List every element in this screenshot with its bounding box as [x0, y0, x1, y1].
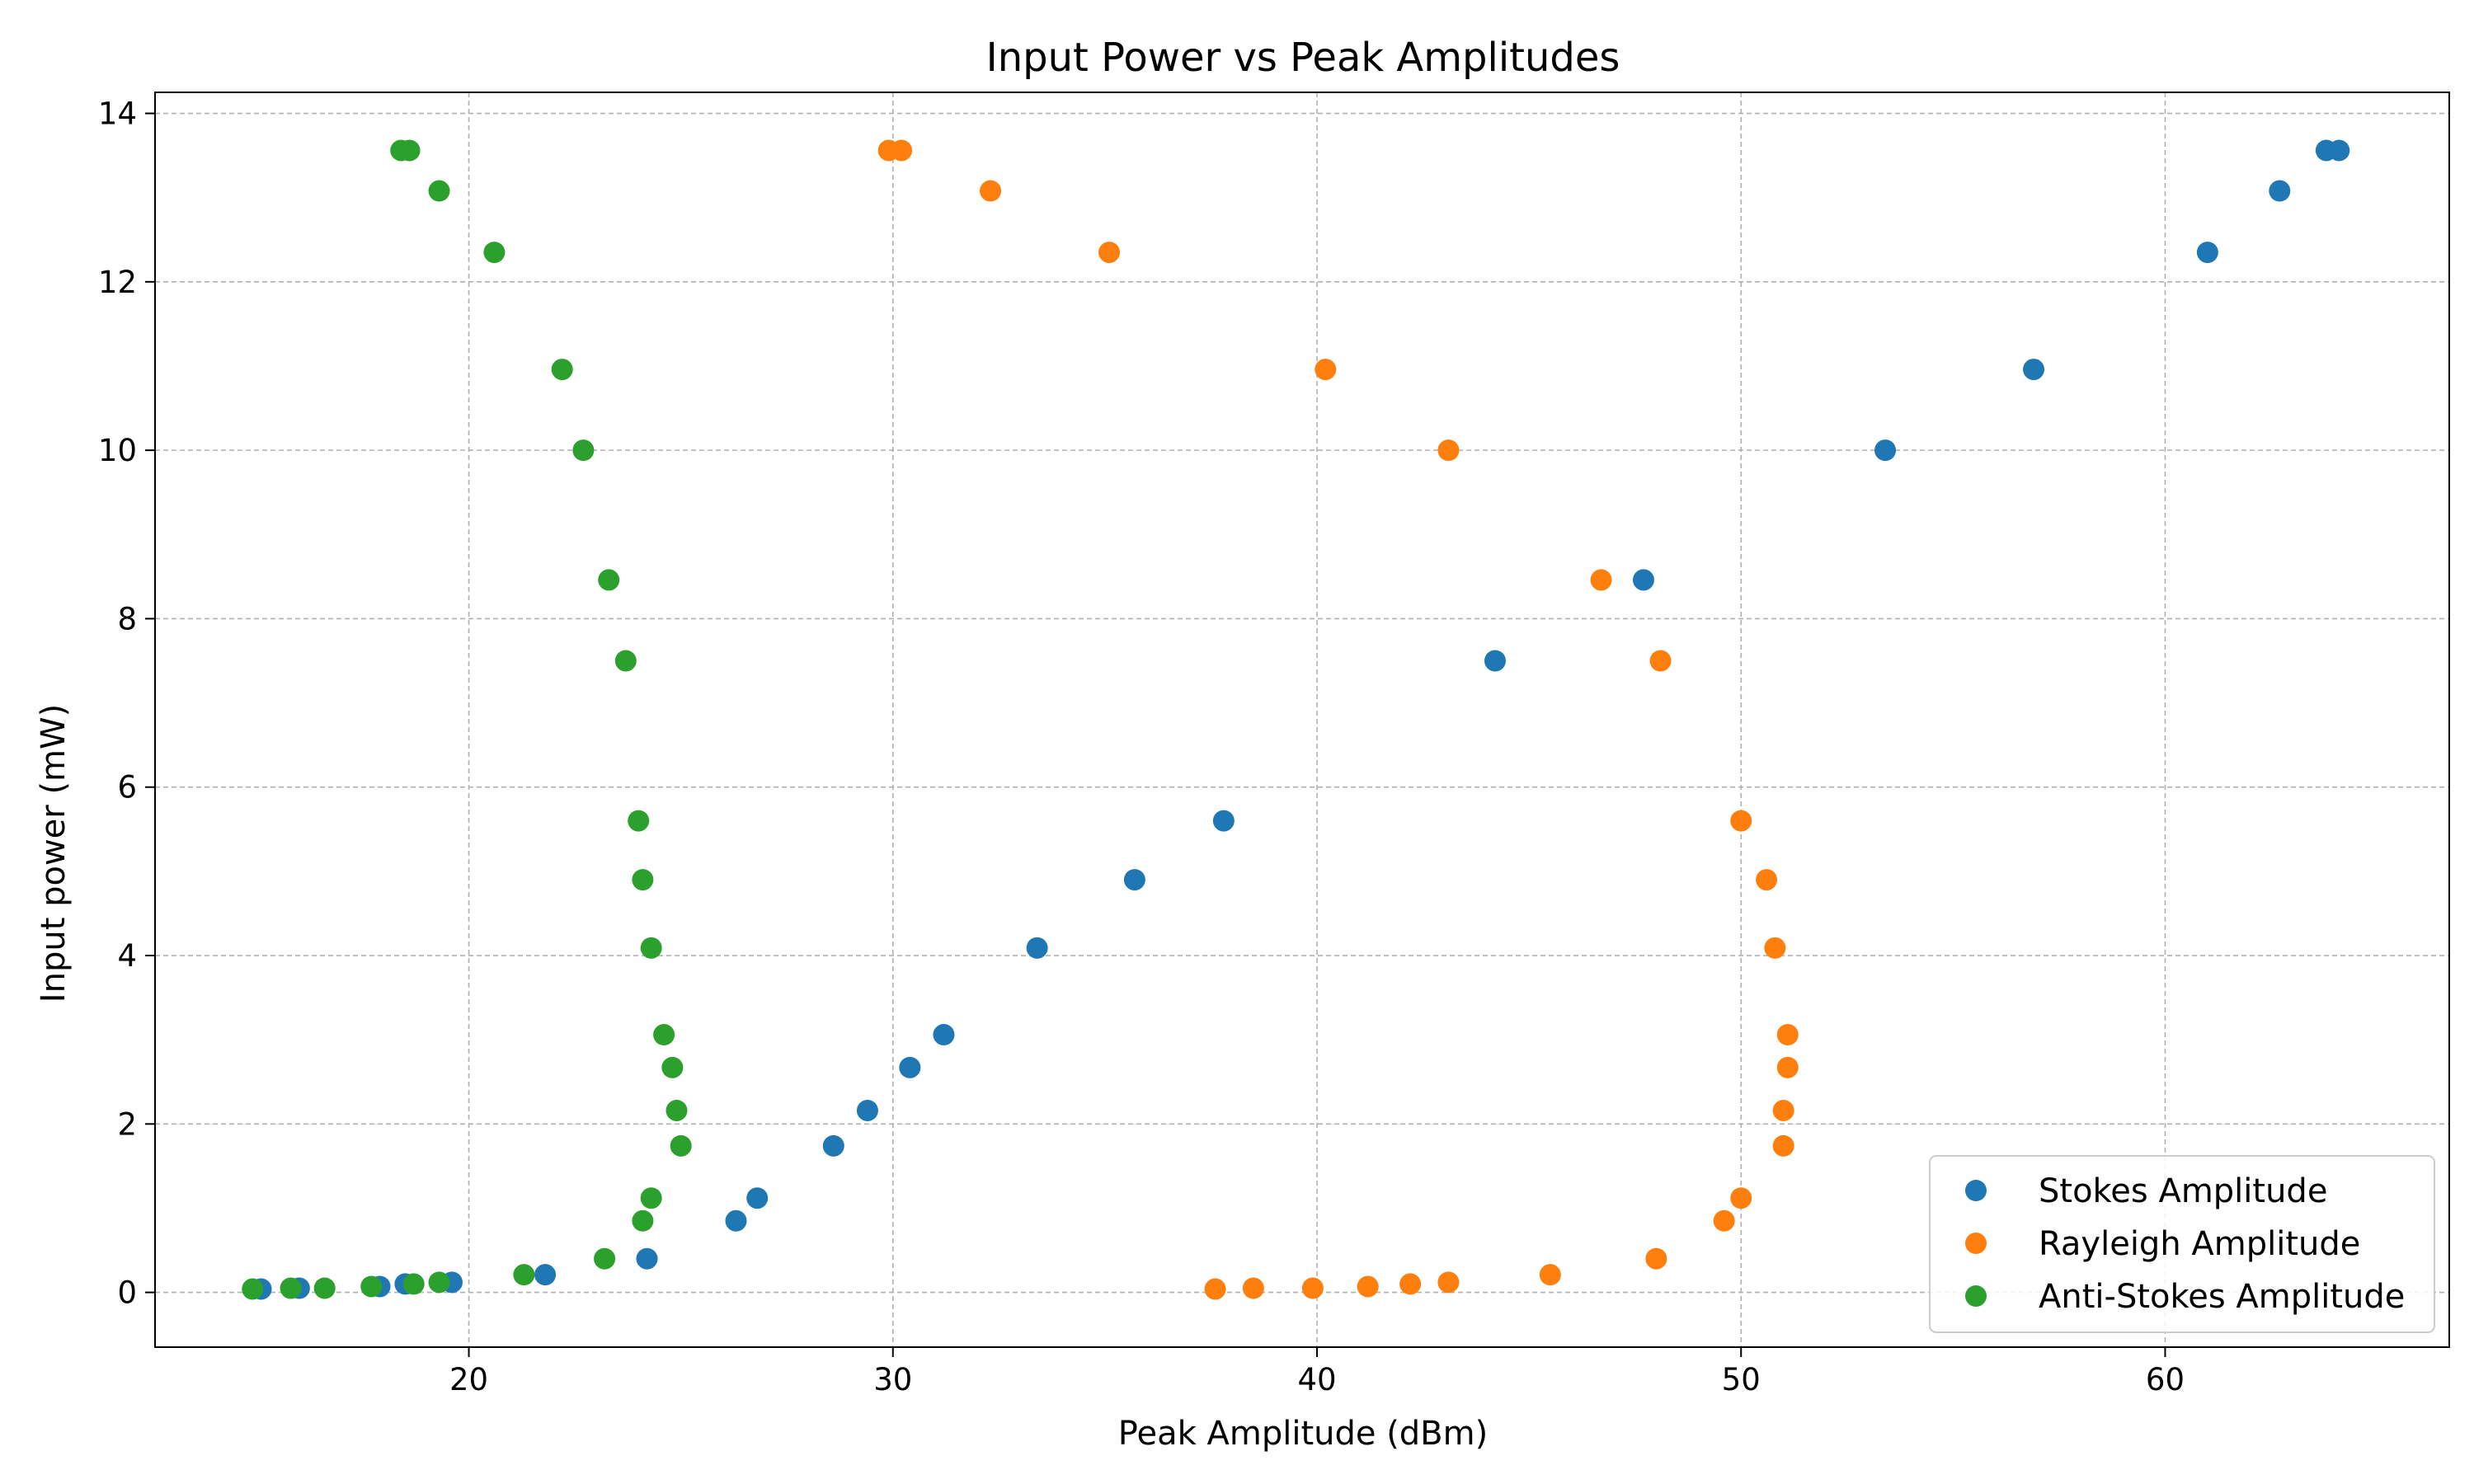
data-point: [1204, 1278, 1226, 1300]
legend-label: Anti-Stokes Amplitude: [2039, 1278, 2405, 1316]
data-point: [242, 1278, 264, 1300]
data-point: [1645, 1247, 1667, 1270]
data-point: [1484, 650, 1506, 672]
data-point: [1590, 569, 1612, 591]
data-point: [428, 1271, 450, 1294]
data-point: [1730, 1187, 1752, 1209]
data-point: [483, 242, 506, 264]
data-point: [628, 810, 650, 832]
data-point: [980, 180, 1002, 202]
data-point: [746, 1187, 769, 1209]
data-point: [398, 139, 421, 162]
data-point: [1301, 1277, 1324, 1299]
x-tick-label: 40: [1297, 1362, 1336, 1397]
data-point: [1764, 937, 1786, 959]
data-point: [551, 359, 573, 381]
chart-title: Input Power vs Peak Amplitudes: [986, 35, 1620, 81]
plot-frame: [154, 92, 2450, 1348]
data-point: [1123, 869, 1145, 891]
grid-lines: [155, 92, 2449, 1347]
data-point: [661, 1056, 684, 1078]
data-point: [670, 1134, 692, 1157]
data-point: [636, 1247, 658, 1270]
x-tick-label: 20: [449, 1362, 488, 1397]
data-point: [640, 937, 662, 959]
y-axis-label: Input power (mW): [35, 704, 73, 1003]
data-point: [1315, 359, 1337, 381]
data-point: [402, 1273, 425, 1295]
data-point: [1539, 1264, 1561, 1286]
data-point: [534, 1264, 557, 1286]
data-point: [822, 1134, 844, 1157]
data-point: [2196, 242, 2218, 264]
y-tick-label: 12: [98, 265, 137, 300]
data-point: [653, 1024, 675, 1046]
y-tick-label: 14: [98, 96, 137, 132]
data-point: [1632, 569, 1654, 591]
data-point: [1713, 1209, 1735, 1232]
data-point: [1730, 810, 1752, 832]
data-point: [1776, 1024, 1799, 1046]
data-point: [428, 180, 450, 202]
legend-label: Stokes Amplitude: [2039, 1172, 2327, 1210]
legend-label: Rayleigh Amplitude: [2039, 1225, 2360, 1263]
x-tick-label: 30: [873, 1362, 912, 1397]
y-tick-label: 6: [117, 770, 137, 805]
data-point: [360, 1275, 383, 1298]
legend-marker: [1965, 1180, 1987, 1201]
data-point: [2023, 359, 2045, 381]
y-tick-label: 10: [98, 433, 137, 468]
data-point: [313, 1277, 336, 1299]
data-point: [1098, 242, 1121, 264]
y-tick-label: 2: [117, 1106, 137, 1142]
data-point: [1357, 1275, 1379, 1298]
data-point: [1242, 1277, 1264, 1299]
data-point: [1776, 1056, 1799, 1078]
data-point: [1874, 439, 1897, 462]
data-point: [594, 1247, 616, 1270]
data-point: [632, 1209, 654, 1232]
series-rayleigh-amplitude: [877, 139, 1799, 1300]
x-axis-label: Peak Amplitude (dBm): [1118, 1415, 1488, 1453]
x-tick-label: 50: [1722, 1362, 1761, 1397]
data-point: [1437, 1271, 1460, 1294]
data-point: [1756, 869, 1778, 891]
legend-box: [1929, 1155, 2435, 1333]
data-point: [632, 869, 654, 891]
data-point: [1649, 650, 1672, 672]
data-point: [1437, 439, 1460, 462]
y-axis-ticks: 0 2 4 6 8 10 12 14: [98, 96, 155, 1311]
data-point: [2328, 139, 2350, 162]
legend-marker: [1965, 1233, 1987, 1254]
data-point: [725, 1209, 747, 1232]
data-point: [666, 1099, 688, 1121]
data-point: [1772, 1134, 1794, 1157]
data-point: [899, 1056, 921, 1078]
data-point: [891, 139, 913, 162]
y-tick-label: 8: [117, 601, 137, 636]
data-point: [1399, 1273, 1422, 1295]
data-points: [242, 139, 2350, 1300]
legend-marker: [1965, 1285, 1987, 1307]
data-point: [1026, 937, 1048, 959]
data-point: [1772, 1099, 1794, 1121]
data-point: [572, 439, 595, 462]
data-point: [513, 1264, 535, 1286]
data-point: [280, 1277, 302, 1299]
data-point: [2269, 180, 2291, 202]
y-tick-label: 0: [117, 1275, 137, 1311]
data-point: [933, 1024, 955, 1046]
legend: Stokes Amplitude Rayleigh Amplitude Anti-S…: [1929, 1155, 2435, 1333]
data-point: [614, 650, 637, 672]
data-point: [640, 1187, 662, 1209]
series-anti-stokes-amplitude: [242, 139, 692, 1300]
data-point: [856, 1099, 878, 1121]
data-point: [1212, 810, 1235, 832]
x-tick-label: 60: [2146, 1362, 2185, 1397]
y-tick-label: 4: [117, 938, 137, 974]
data-point: [598, 569, 620, 591]
x-axis-ticks: 20 30 40 50 60: [449, 1347, 2185, 1397]
